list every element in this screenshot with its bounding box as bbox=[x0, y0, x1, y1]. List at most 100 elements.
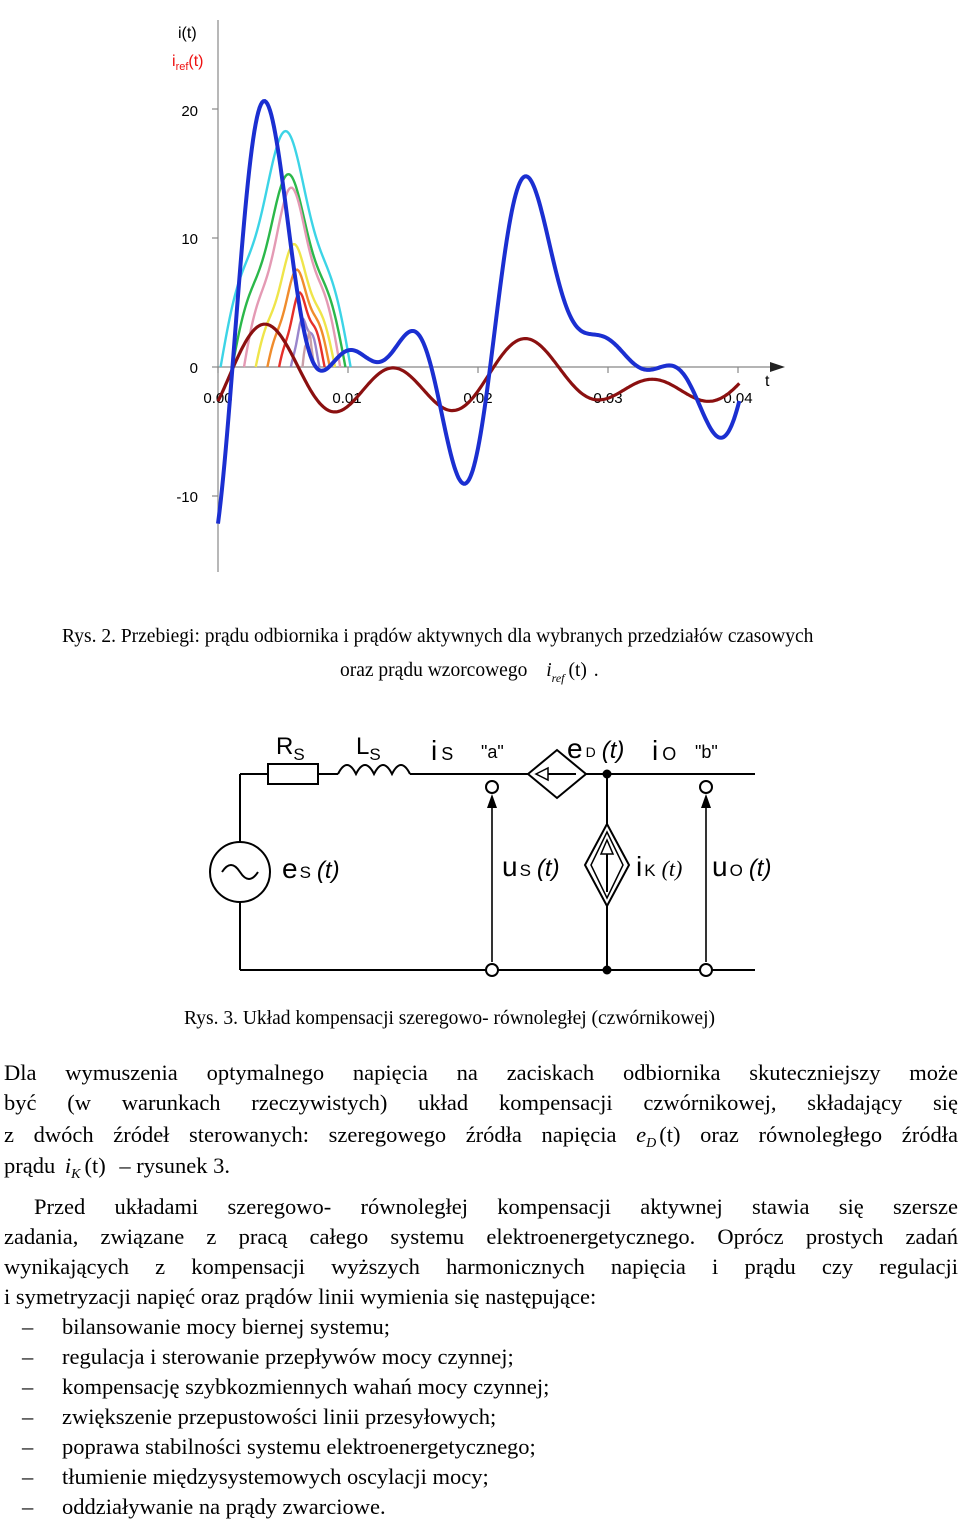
active-current-pulses bbox=[219, 129, 352, 368]
label-ik-sub: K bbox=[644, 861, 656, 880]
label-ik-arg: (t) bbox=[662, 856, 683, 881]
x-axis-label-t: t bbox=[765, 373, 770, 390]
us-arrow-head-icon bbox=[487, 794, 497, 808]
y-axis-label-iref-tail: (t) bbox=[188, 53, 203, 70]
label-us: u S (t) bbox=[502, 851, 560, 882]
label-es-sub: S bbox=[300, 863, 311, 882]
label-terminal-a: "a" bbox=[481, 742, 504, 762]
figure2-caption-line1: Rys. 2. Przebiegi: prądu odbiornika i pr… bbox=[62, 626, 814, 647]
ac-source-icon bbox=[221, 864, 259, 880]
label-rs: RS bbox=[276, 733, 305, 764]
parallel-current-source-ik-inner bbox=[590, 830, 624, 900]
label-uo: u O (t) bbox=[712, 851, 771, 882]
figure2-caption-var: i bbox=[546, 660, 552, 681]
label-uo-main: u bbox=[712, 851, 728, 882]
paragraph2-line3: wynikających z kompensacji wyższych harm… bbox=[4, 1254, 958, 1279]
bullet-dash-6: – bbox=[22, 1464, 34, 1489]
paragraph1-line2: być (w warunkach rzeczywistych) układ ko… bbox=[4, 1090, 958, 1115]
figure2-caption-arg: (t) bbox=[568, 660, 587, 681]
active-current-pulse bbox=[277, 291, 326, 368]
x-tick-marks bbox=[217, 367, 739, 373]
active-current-pulse bbox=[231, 172, 347, 368]
terminal-b-bottom bbox=[699, 963, 713, 977]
bullet-text-6: tłumienie międzysystemowych oscylacji mo… bbox=[62, 1464, 489, 1489]
reference-current-curve bbox=[216, 322, 741, 414]
label-es: e S (t) bbox=[282, 853, 340, 884]
label-ik: i K (t) bbox=[636, 851, 682, 882]
p1-line4-arg: (t) bbox=[84, 1153, 106, 1178]
bullet-item-2: – regulacja i sterowanie przepływów mocy … bbox=[22, 1342, 514, 1372]
y-axis-label-iref-sub: ref bbox=[176, 61, 190, 73]
p1-line4-sub: K bbox=[71, 1167, 81, 1182]
bullet-item-3: – kompensację szybkozmiennych wahań mocy … bbox=[22, 1372, 549, 1402]
label-us-sub: S bbox=[520, 861, 531, 880]
ed-arrow-head-icon bbox=[534, 766, 549, 782]
node-ik-bottom bbox=[602, 965, 612, 975]
label-ed-sub: D bbox=[586, 744, 596, 760]
active-current-pulse bbox=[289, 316, 321, 368]
bullet-dash-2: – bbox=[22, 1344, 34, 1369]
label-is-sub: S bbox=[441, 744, 453, 764]
label-ed-arg: (t) bbox=[602, 737, 625, 764]
inductor-ls bbox=[337, 764, 411, 777]
figure2-caption-suffix: . bbox=[593, 660, 599, 681]
y-axis-label-i: i(t) bbox=[178, 25, 197, 42]
label-uo-arg: (t) bbox=[749, 855, 772, 882]
bullet-item-1: – bilansowanie mocy biernej systemu; bbox=[22, 1312, 390, 1342]
bullet-item-4: – zwiększenie przepustowości linii przesy… bbox=[22, 1402, 496, 1432]
load-current-curve bbox=[216, 99, 742, 524]
figure2-caption-sub: ref bbox=[551, 671, 565, 685]
label-rs-main: R bbox=[276, 733, 293, 760]
y-tick-label-10: 10 bbox=[181, 231, 198, 248]
figure3-caption: Rys. 3. Układ kompensacji szeregowo- rów… bbox=[184, 1008, 715, 1029]
paragraph1-line1: Dla wymuszenia optymalnego napięcia na z… bbox=[4, 1060, 958, 1085]
y-axis-label-iref: iref(t) bbox=[172, 53, 204, 73]
p1-line3-sub: D bbox=[646, 1136, 657, 1151]
label-ed-main: e bbox=[567, 733, 583, 764]
bullet-item-7: – oddziaływanie na prądy zwarciowe. bbox=[22, 1492, 386, 1522]
terminal-a-top bbox=[485, 780, 499, 794]
bullet-text-2: regulacja i sterowanie przepływów mocy c… bbox=[62, 1344, 514, 1369]
y-tick-label-minus10: -10 bbox=[176, 489, 198, 506]
paragraph1-line4: prądu iK (t) – rysunek 3. bbox=[4, 1151, 958, 1190]
p1-line3-var: e bbox=[636, 1122, 647, 1147]
label-io-sub: O bbox=[662, 744, 676, 764]
y-tick-label-20: 20 bbox=[181, 103, 198, 120]
x-axis-arrow-icon bbox=[770, 362, 785, 372]
y-tick-marks bbox=[212, 108, 218, 497]
bullet-text-3: kompensację szybkozmiennych wahań mocy c… bbox=[62, 1374, 550, 1399]
p1-line3-part-a: z dwóch źródeł sterowanych: szeregowego … bbox=[4, 1122, 617, 1147]
bullet-dash-7: – bbox=[22, 1494, 34, 1519]
label-is-main: i bbox=[431, 735, 437, 766]
uo-arrow-head-icon bbox=[701, 794, 711, 808]
label-ik-main: i bbox=[636, 851, 642, 882]
figure2-caption-line2: oraz prądu wzorcowego iref (t) . bbox=[340, 660, 599, 686]
paragraph1-line3: z dwóch źródeł sterowanych: szeregowego … bbox=[4, 1120, 958, 1159]
label-ed: e D (t) bbox=[567, 733, 624, 764]
chart-waveforms: i(t) iref(t) t 20 10 0 -10 0.00 0.01 0.0… bbox=[172, 20, 785, 572]
bullet-text-4: zwiększenie przepustowości linii przesył… bbox=[62, 1404, 497, 1429]
paragraph2-line1: Przed układami szeregowo- równoległej ko… bbox=[34, 1194, 958, 1219]
y-axis-label-iref-main: i bbox=[172, 53, 176, 70]
figure2-caption-prefix: oraz prądu wzorcowego bbox=[340, 660, 528, 681]
active-current-pulse bbox=[254, 243, 337, 368]
bullet-text-7: oddziaływanie na prądy zwarciowe. bbox=[62, 1494, 386, 1519]
resistor-rs bbox=[267, 763, 319, 785]
node-ik-top bbox=[602, 769, 612, 779]
terminal-a-bottom bbox=[485, 963, 499, 977]
label-rs-sub: S bbox=[293, 745, 304, 764]
x-tick-label-4: 0.04 bbox=[723, 390, 752, 407]
label-es-main: e bbox=[282, 853, 298, 884]
bullet-text-1: bilansowanie mocy biernej systemu; bbox=[62, 1314, 391, 1339]
terminal-b-top bbox=[699, 780, 713, 794]
p1-line3-arg: (t) bbox=[659, 1122, 681, 1147]
bullet-dash-5: – bbox=[22, 1434, 34, 1459]
paragraph2-line2: zadania, związane z pracą całego systemu… bbox=[4, 1224, 958, 1249]
label-ls: LS bbox=[356, 733, 381, 764]
label-terminal-b: "b" bbox=[695, 742, 718, 762]
bullet-item-6: – tłumienie międzysystemowych oscylacji m… bbox=[22, 1462, 489, 1492]
